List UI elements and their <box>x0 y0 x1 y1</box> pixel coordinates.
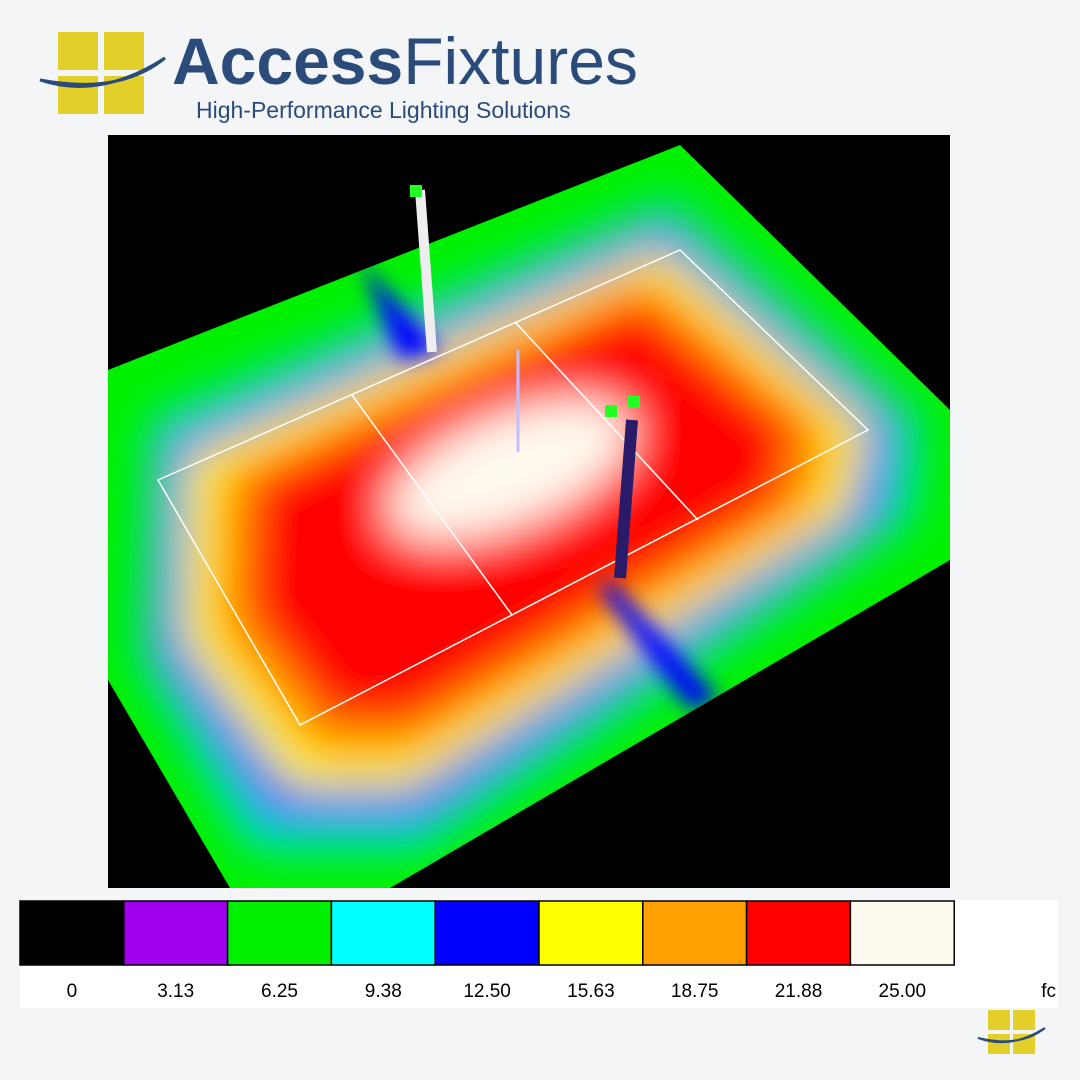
legend: 0 3.13 6.25 9.38 12.50 15.63 18.75 21.88 25.00 fc <box>19 900 1056 1002</box>
legend-label: 15.63 <box>567 981 615 1002</box>
legend-label: 12.50 <box>463 981 511 1002</box>
brand-second: Fixtures <box>403 24 638 98</box>
legend-label: 3.13 <box>157 981 194 1002</box>
legend-label: 0 <box>67 981 78 1002</box>
legend-unit: fc <box>1041 981 1056 1002</box>
legend-swatch <box>123 900 229 966</box>
legend-swatch <box>642 900 748 966</box>
tagline: High-Performance Lighting Solutions <box>196 97 571 123</box>
legend-swatch <box>19 900 125 966</box>
legend-label: 6.25 <box>261 981 298 1002</box>
logo <box>39 32 166 114</box>
brand-first: Access <box>172 24 403 98</box>
small-logo <box>977 1010 1046 1054</box>
legend-swatch <box>434 900 540 966</box>
brand-name: AccessFixtures <box>172 24 638 98</box>
illuminance-render <box>108 135 950 888</box>
legend-swatch <box>330 900 436 966</box>
legend-swatch <box>849 900 955 966</box>
legend-label: 25.00 <box>879 981 927 1002</box>
legend-swatch <box>226 900 333 966</box>
legend-label: 21.88 <box>775 981 823 1002</box>
legend-swatch <box>745 900 852 966</box>
legend-label: 9.38 <box>365 981 402 1002</box>
legend-swatch <box>538 900 644 966</box>
legend-label: 18.75 <box>671 981 719 1002</box>
